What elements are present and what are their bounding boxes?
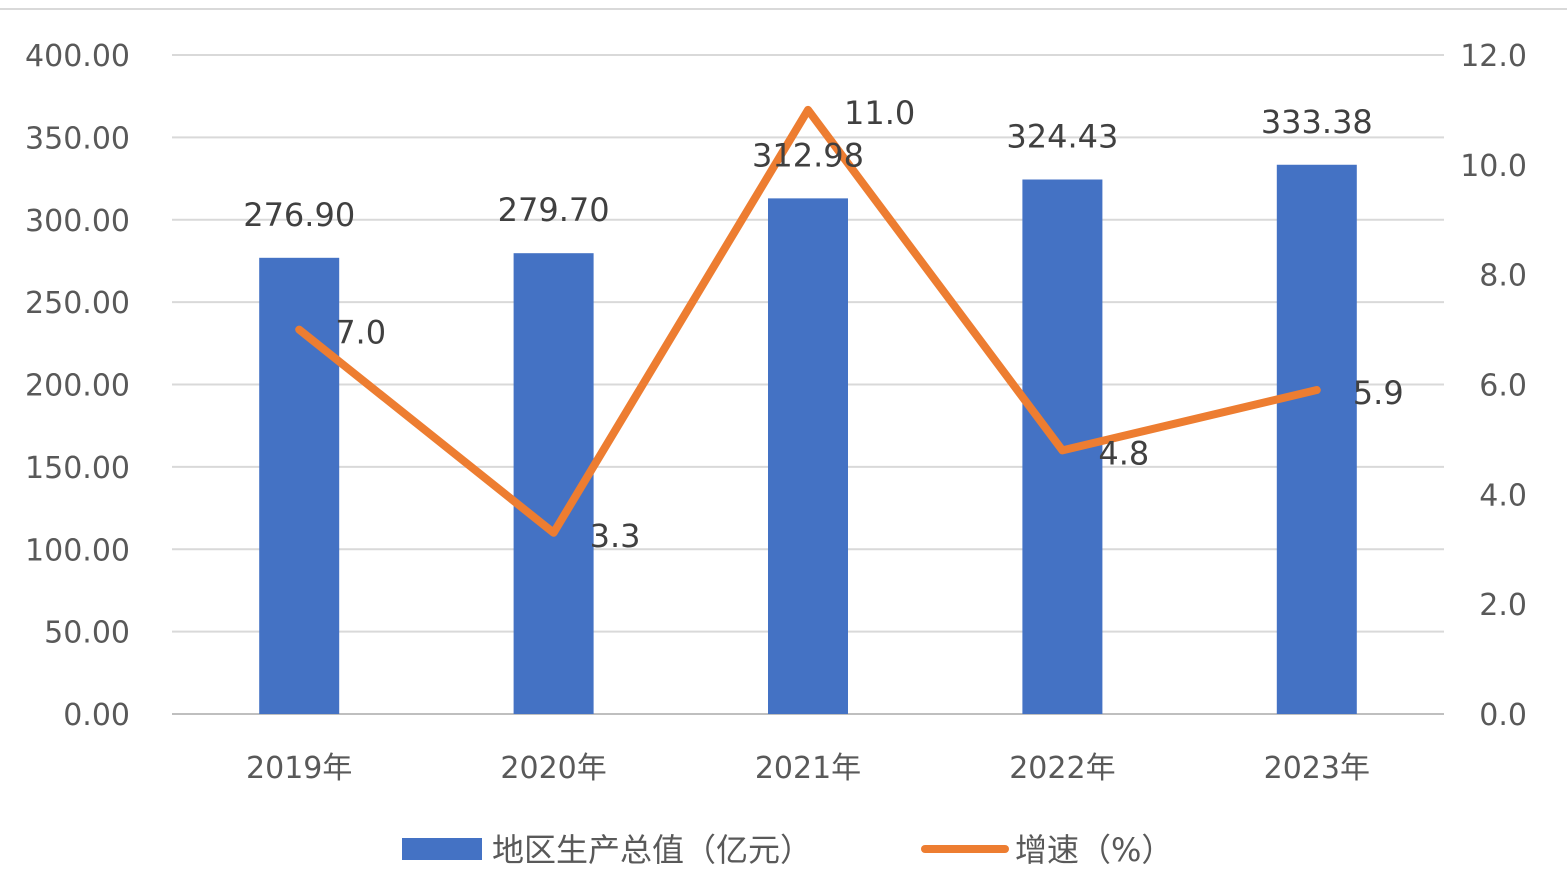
bar-data-label: 276.90 (243, 196, 355, 234)
left-tick-label: 200.00 (25, 369, 130, 404)
right-tick-label: 2.0 (1479, 588, 1527, 623)
line-data-label: 7.0 (335, 314, 386, 352)
x-tick-label: 2023年 (1264, 751, 1370, 786)
bar-data-label: 324.43 (1006, 118, 1118, 156)
line-path (295, 105, 1321, 537)
bar-data-label: 312.98 (752, 136, 864, 174)
left-tick-label: 300.00 (25, 204, 130, 239)
right-axis-ticks: 0.0 2.0 4.0 6.0 8.0 10.0 12.0 (1460, 39, 1527, 733)
left-axis-ticks: 0.00 50.00 100.00 150.00 200.00 250.00 300.00 3… (25, 39, 130, 733)
left-tick-label: 0.00 (63, 698, 130, 733)
line-data-label: 11.0 (844, 94, 915, 132)
bar-data-label: 333.38 (1261, 103, 1373, 141)
x-axis-ticks: 2019年 2020年 2021年 2022年 2023年 (246, 751, 1370, 786)
left-tick-label: 350.00 (25, 121, 130, 156)
legend-bar-label: 地区生产总值（亿元） (492, 831, 812, 869)
line-data-label: 4.8 (1098, 434, 1149, 472)
right-tick-label: 12.0 (1460, 39, 1527, 74)
legend-line-label: 增速（%） (1015, 831, 1173, 869)
right-tick-label: 8.0 (1479, 259, 1527, 294)
legend-bar-swatch (402, 838, 482, 860)
left-tick-label: 150.00 (25, 451, 130, 486)
x-tick-label: 2021年 (755, 751, 861, 786)
line-data-label: 5.9 (1353, 374, 1404, 412)
legend: 地区生产总值（亿元） 增速（%） (402, 831, 1173, 869)
right-tick-label: 0.0 (1479, 698, 1527, 733)
bar (1276, 164, 1357, 714)
bar (768, 198, 848, 714)
x-tick-label: 2020年 (500, 751, 606, 786)
line-data-label: 3.3 (590, 517, 641, 555)
bar-data-label: 279.70 (498, 191, 610, 229)
right-tick-label: 4.0 (1479, 478, 1527, 513)
right-tick-label: 10.0 (1460, 149, 1527, 184)
line-data-labels: 7.0 3.3 11.0 4.8 5.9 (335, 94, 1403, 555)
left-tick-label: 50.00 (44, 616, 130, 651)
x-tick-label: 2019年 (246, 751, 352, 786)
line-series (295, 105, 1321, 537)
left-tick-label: 250.00 (25, 286, 130, 321)
right-tick-label: 6.0 (1479, 369, 1527, 404)
x-tick-label: 2022年 (1009, 751, 1115, 786)
left-tick-label: 100.00 (25, 533, 130, 568)
left-tick-label: 400.00 (25, 39, 130, 74)
bar-data-labels: 276.90 279.70 312.98 324.43 333.38 (243, 103, 1373, 234)
